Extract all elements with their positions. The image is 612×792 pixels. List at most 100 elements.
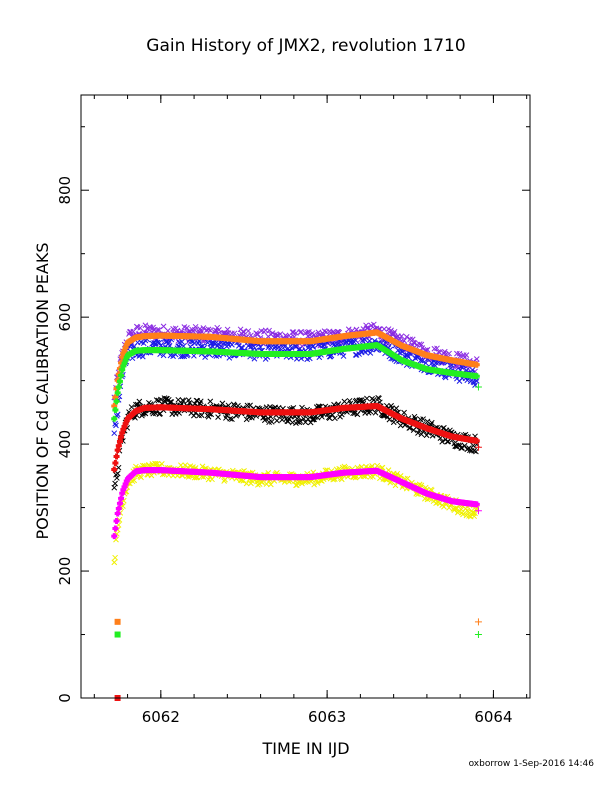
data-point [142,322,149,329]
data-point [172,411,179,417]
data-point [381,326,388,332]
data-point [144,325,150,332]
data-point [250,343,257,350]
data-point [179,353,186,360]
data-point [393,405,400,412]
data-point [180,398,187,404]
data-point [111,559,118,566]
data-point [154,327,161,333]
data-point [362,473,369,480]
data-point [118,372,125,379]
data-point [158,461,165,467]
data-point [209,476,215,483]
data-point [219,344,226,351]
data-point [112,480,118,487]
data-point [366,338,373,344]
data-point [130,328,137,335]
data-point [114,389,121,396]
data-point [258,479,265,485]
data-point [436,500,443,507]
data-point [445,438,452,445]
data-point [457,353,464,359]
data-point [170,353,176,360]
data-point [188,338,195,345]
data-marks [111,321,482,701]
y-tick-label: 400 [56,430,74,459]
data-point [458,445,465,451]
data-point [279,416,285,423]
data-point [114,631,121,638]
x-tick-label: 6064 [474,708,512,726]
data-point [473,378,480,384]
data-point [401,337,407,344]
data-point [329,411,336,418]
data-point [424,496,431,503]
data-point [239,345,246,351]
data-point [200,325,207,331]
data-point [372,409,379,416]
data-point [415,430,421,436]
data-point [198,412,205,419]
data-point [422,360,429,366]
data-point [111,466,118,473]
data-point [178,462,184,469]
data-point [474,383,482,391]
data-point [338,411,345,418]
data-point [268,418,275,425]
data-point [321,328,328,335]
data-point [114,470,121,477]
data-point [473,361,480,368]
data-point [297,418,304,424]
data-point [118,495,125,502]
data-point [369,463,375,469]
data-point [361,336,368,342]
data-point [111,415,118,422]
data-point [207,398,214,405]
x-tick-label: 6062 [142,708,180,726]
data-point [455,508,462,515]
data-point [222,476,228,483]
data-point [473,373,480,380]
data-point [306,328,312,335]
data-point [340,353,347,359]
y-tick-label: 800 [56,176,74,205]
data-point [114,475,120,481]
data-point [142,410,149,417]
data-point [243,480,250,487]
data-point [178,338,185,345]
data-point [341,398,348,405]
data-point [394,470,401,477]
x-tick-label: 6063 [308,708,346,726]
data-point [419,357,426,364]
data-point [216,327,222,333]
data-point [464,377,471,384]
data-point [251,355,258,362]
data-point [138,474,144,481]
data-point [225,402,232,409]
data-point [115,505,122,512]
data-point [401,409,407,416]
data-point [468,447,475,454]
data-point [469,367,476,373]
data-point [289,329,296,335]
data-point [374,462,381,469]
data-point [113,517,120,524]
data-point [299,480,305,487]
data-point [208,411,215,418]
data-point [332,415,338,422]
data-point [114,618,121,625]
data-point [266,327,272,334]
data-point [386,416,393,423]
data-point [409,336,416,343]
data-point [332,476,338,482]
data-point [113,422,119,429]
data-point [112,420,118,427]
data-point [407,424,414,431]
data-point [229,341,235,348]
data-point [403,333,410,340]
data-point [112,554,118,561]
data-point [444,438,451,445]
data-point [463,352,470,358]
data-point [116,378,123,385]
data-point [367,474,374,480]
